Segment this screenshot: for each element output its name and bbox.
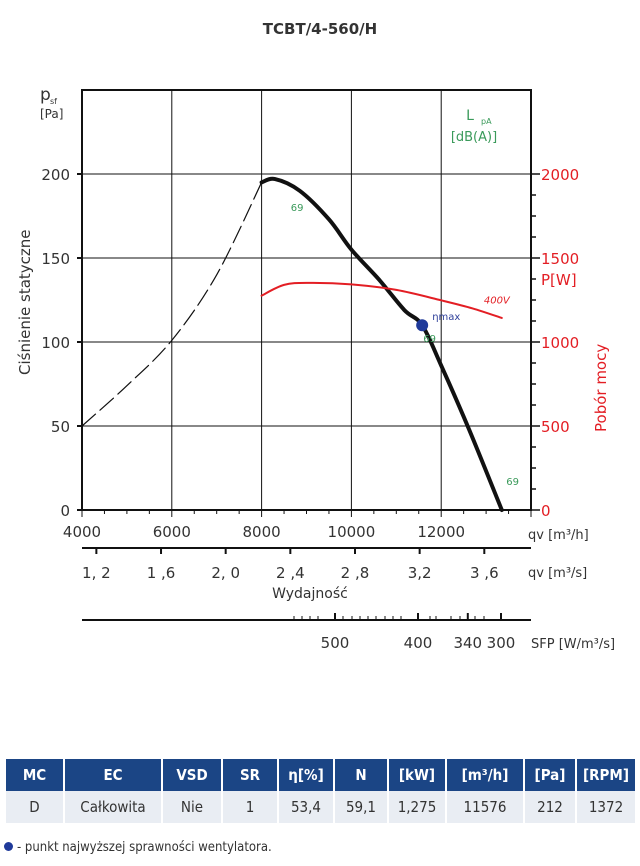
y2-tick-label: 500 bbox=[541, 418, 570, 436]
eta-max-point bbox=[416, 319, 429, 332]
cell: Nie bbox=[163, 791, 221, 823]
series-pressure-unstable-line bbox=[81, 181, 263, 427]
x-axis-label: Wydajność bbox=[272, 586, 348, 602]
annotation-label: ηmax bbox=[432, 312, 460, 323]
annotation-label: 400V bbox=[484, 295, 511, 306]
sfp-tick-label: 400 bbox=[404, 634, 433, 652]
cell: 212 bbox=[525, 791, 575, 823]
col-header: MC bbox=[6, 759, 63, 791]
col-header: SR bbox=[223, 759, 277, 791]
col-header: EC bbox=[65, 759, 161, 791]
y2-axis-unit: P[W] bbox=[541, 271, 577, 289]
cell: 1 bbox=[223, 791, 277, 823]
x2-tick-label: 2, 0 bbox=[211, 564, 240, 582]
annotation-label: 69 bbox=[506, 477, 519, 488]
x2-tick-label: 1, 2 bbox=[82, 564, 111, 582]
footnote: - punkt najwyższej sprawności wentylator… bbox=[4, 840, 272, 855]
y-tick-label: 100 bbox=[41, 334, 70, 352]
sfp-tick-label: 500 bbox=[321, 634, 350, 652]
plot-frame bbox=[81, 89, 532, 511]
x2-tick-label: 3,2 bbox=[408, 564, 432, 582]
x-tick-label: 12000 bbox=[417, 523, 465, 541]
y2-axis-label: Pobór mocy bbox=[592, 344, 610, 432]
y-axis-label: Ciśnienie statyczne bbox=[16, 229, 34, 375]
table-row: D Całkowita Nie 1 53,4 59,1 1,275 11576 … bbox=[6, 791, 635, 823]
sfp-tick-label: 340 bbox=[453, 634, 482, 652]
lpa-subscript: pA bbox=[481, 117, 492, 126]
y2-tick-label: 1500 bbox=[541, 250, 579, 268]
chart-title: TCBT/4-560/H bbox=[263, 20, 377, 38]
y2-tick-label: 0 bbox=[541, 502, 551, 520]
y-tick-label: 0 bbox=[60, 502, 70, 520]
y-tick-label: 50 bbox=[51, 418, 70, 436]
annotation-label: 69 bbox=[423, 334, 436, 345]
annotation-label: 69 bbox=[291, 203, 304, 214]
x2-tick-label: 1 ,6 bbox=[147, 564, 176, 582]
col-header: η[%] bbox=[279, 759, 333, 791]
cell: 53,4 bbox=[279, 791, 333, 823]
y2-tick-label: 1000 bbox=[541, 334, 579, 352]
x2-tick-label: 2 ,8 bbox=[341, 564, 370, 582]
col-header: VSD bbox=[163, 759, 221, 791]
table-header-row: MC EC VSD SR η[%] N [kW] [m³/h] [Pa] [RP… bbox=[6, 759, 635, 791]
cell: D bbox=[6, 791, 63, 823]
cell: Całkowita bbox=[65, 791, 161, 823]
lpa-unit: [dB(A)] bbox=[451, 130, 497, 145]
sfp-axis-unit: SFP [W/m³/s] bbox=[531, 637, 615, 652]
x2-tick-label: 2 ,4 bbox=[276, 564, 305, 582]
y2-tick-label: 2000 bbox=[541, 166, 579, 184]
series-400V-line bbox=[260, 281, 503, 319]
col-header: [RPM] bbox=[577, 759, 635, 791]
lpa-label: L bbox=[466, 108, 474, 124]
cell: 1372 bbox=[577, 791, 635, 823]
cell: 59,1 bbox=[335, 791, 387, 823]
col-header: [m³/h] bbox=[447, 759, 523, 791]
cell: 11576 bbox=[447, 791, 523, 823]
x2-axis-unit: qv [m³/s] bbox=[528, 566, 587, 581]
col-header: [Pa] bbox=[525, 759, 575, 791]
x-tick-label: 8000 bbox=[243, 523, 281, 541]
cell: 1,275 bbox=[389, 791, 445, 823]
x-axis-unit: qv [m³/h] bbox=[528, 528, 589, 543]
sfp-tick-label: 300 bbox=[487, 634, 516, 652]
y-tick-label: 150 bbox=[41, 250, 70, 268]
fan-parameters-table: MC EC VSD SR η[%] N [kW] [m³/h] [Pa] [RP… bbox=[4, 759, 637, 823]
y-tick-label: 200 bbox=[41, 166, 70, 184]
col-header: N bbox=[335, 759, 387, 791]
y-axis-unit: [Pa] bbox=[40, 107, 63, 121]
x-tick-label: 10000 bbox=[328, 523, 376, 541]
x2-tick-label: 3 ,6 bbox=[470, 564, 499, 582]
eta-max-legend-dot-icon bbox=[4, 842, 13, 851]
footnote-text: - punkt najwyższej sprawności wentylator… bbox=[17, 840, 272, 855]
x-tick-label: 4000 bbox=[63, 523, 101, 541]
y-axis-subscript: sf bbox=[50, 97, 57, 106]
series-pressure-line bbox=[259, 176, 504, 512]
col-header: [kW] bbox=[389, 759, 445, 791]
x-tick-label: 6000 bbox=[153, 523, 191, 541]
y-axis-symbol: p bbox=[40, 85, 51, 105]
